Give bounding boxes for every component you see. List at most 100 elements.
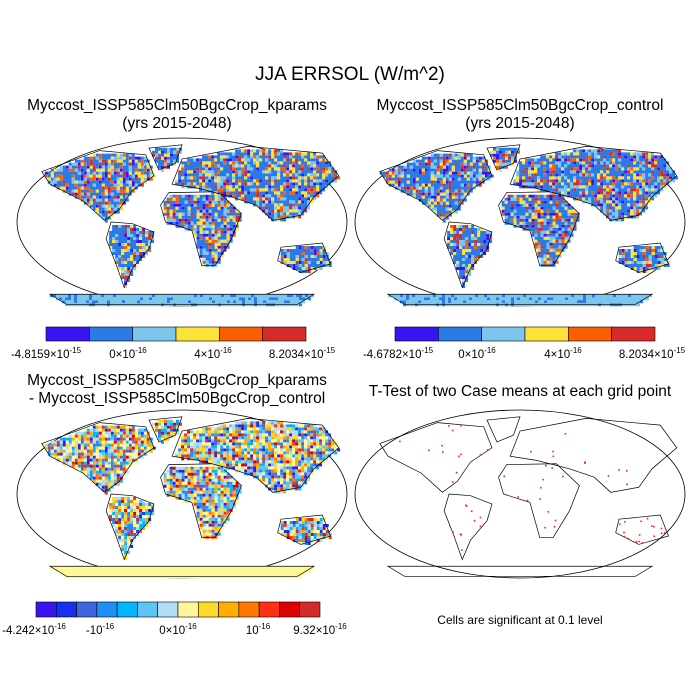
map-cells-greenland (490, 150, 514, 172)
tick-mantissa: 4×10 (194, 349, 221, 361)
significant-cell (479, 525, 482, 528)
significant-cell (461, 549, 463, 551)
tick-mantissa: 0×10 (109, 349, 136, 361)
map-cells-africa (169, 466, 239, 536)
significant-cell (584, 461, 586, 463)
coastline-australia (277, 242, 331, 273)
significant-cell (624, 520, 626, 523)
map-cells-south-america (447, 225, 493, 288)
tick-mantissa: 0×10 (159, 625, 186, 637)
tick-mantissa: 9.32×10 (293, 625, 336, 637)
map-cells-australia (280, 246, 332, 273)
coastline-greenland (148, 144, 183, 171)
map-cells-north-america (74, 425, 144, 489)
map-cells-africa (163, 466, 236, 533)
colorbar-swatch (76, 601, 98, 618)
colorbar-swatch (55, 601, 77, 618)
title-line: T-Test of two Case means at each grid po… (368, 383, 672, 400)
colorbar-swatch (238, 601, 260, 618)
map-cells-south-america (112, 500, 152, 536)
tick-mantissa: -4.242×10 (2, 625, 55, 637)
tick-exponent: -16 (335, 622, 347, 631)
significant-cell (564, 432, 567, 435)
colorbar-tick-label: 10-16 (246, 622, 270, 637)
map-panel-2 (16, 409, 348, 579)
significant-cell (626, 483, 628, 486)
colorbar-tick-label: 0×10-16 (159, 622, 196, 637)
colorbar-swatch (197, 601, 219, 618)
colorbar-tick-label: -4.6782×10-15 (363, 346, 433, 361)
significant-cell (470, 510, 473, 513)
significant-cell (460, 424, 462, 427)
map-cells-greenland (158, 419, 179, 441)
map-cells-australia (280, 518, 329, 545)
map-cells-africa (172, 475, 236, 539)
map-cells-greenland (502, 153, 511, 163)
tick-exponent: -15 (421, 346, 434, 355)
colorbar-tick-label: 4×10-16 (544, 346, 581, 361)
colorbar-swatch (481, 326, 526, 342)
map-cells-south-america (453, 225, 481, 258)
colorbar-swatch (524, 326, 569, 342)
colorbar-2 (35, 601, 321, 618)
tick-exponent: -16 (185, 622, 197, 631)
map-cells-south-america (450, 225, 493, 273)
colorbar-swatch (258, 601, 280, 618)
map-cells-greenland (173, 428, 176, 432)
map-cells-greenland (158, 419, 173, 441)
colorbar-0 (45, 326, 307, 342)
significant-cell (638, 534, 641, 536)
significant-cell (473, 520, 476, 522)
map-cells-antarctica (50, 566, 314, 579)
significant-cell (607, 475, 610, 477)
tick-exponent: -16 (570, 346, 582, 355)
coastline-north-america (41, 422, 155, 493)
map-cells-greenland (167, 431, 170, 435)
map-cells-north-america (56, 425, 150, 480)
significant-cell (651, 525, 653, 527)
coastline-eurasia (509, 146, 678, 221)
significant-cell (551, 467, 553, 469)
map-cells-greenland (152, 147, 182, 169)
colorbar-swatch (394, 326, 439, 342)
significant-cell (553, 525, 556, 528)
significant-cell (539, 486, 542, 489)
colorbar-swatch (116, 601, 138, 618)
map-cells-south-america (118, 518, 140, 542)
tick-mantissa: -4.8159×10 (10, 349, 70, 361)
coastline-africa (498, 463, 580, 539)
map-cells-greenland (155, 422, 176, 435)
tick-mantissa: 8.2034×10 (618, 349, 674, 361)
map-cells-australia (286, 518, 314, 542)
tick-exponent: -16 (102, 622, 115, 631)
significant-cell (458, 455, 460, 458)
coastline-south-america (105, 221, 155, 289)
map-cells-africa (163, 466, 236, 539)
significant-cell (623, 535, 626, 538)
coastline-antarctica (48, 565, 316, 577)
map-cells-north-america (62, 428, 132, 477)
significant-cell (646, 517, 649, 520)
map-cells-eurasia (178, 424, 338, 491)
coastline-greenland (148, 416, 183, 443)
colorbar-swatch (438, 326, 482, 342)
map-cells-australia (618, 246, 670, 273)
colorbar-swatch (45, 326, 90, 342)
significant-cell (584, 462, 586, 464)
map-cells-antarctica (388, 294, 652, 307)
colorbar-swatch (218, 601, 240, 618)
colorbar-tick-label: 0×10-16 (458, 346, 495, 361)
title-line: Myccost_ISSP585Clm50BgcCrop_kparams (27, 97, 327, 114)
map-panel-0 (16, 137, 348, 307)
tick-exponent: -16 (220, 346, 232, 355)
significant-cell (640, 520, 642, 523)
coastline-australia (615, 242, 669, 273)
map-cells-north-america (47, 153, 156, 217)
map-cells-africa (199, 487, 224, 527)
colorbar-tick-label: -4.242×10-16 (2, 622, 66, 637)
colorbar-swatch (137, 601, 159, 618)
significant-cell (452, 531, 454, 533)
map-cells-greenland (164, 422, 170, 429)
title-line: Myccost_ISSP585Clm50BgcCrop_control (376, 97, 664, 114)
map-cells-antarctica (56, 294, 314, 307)
